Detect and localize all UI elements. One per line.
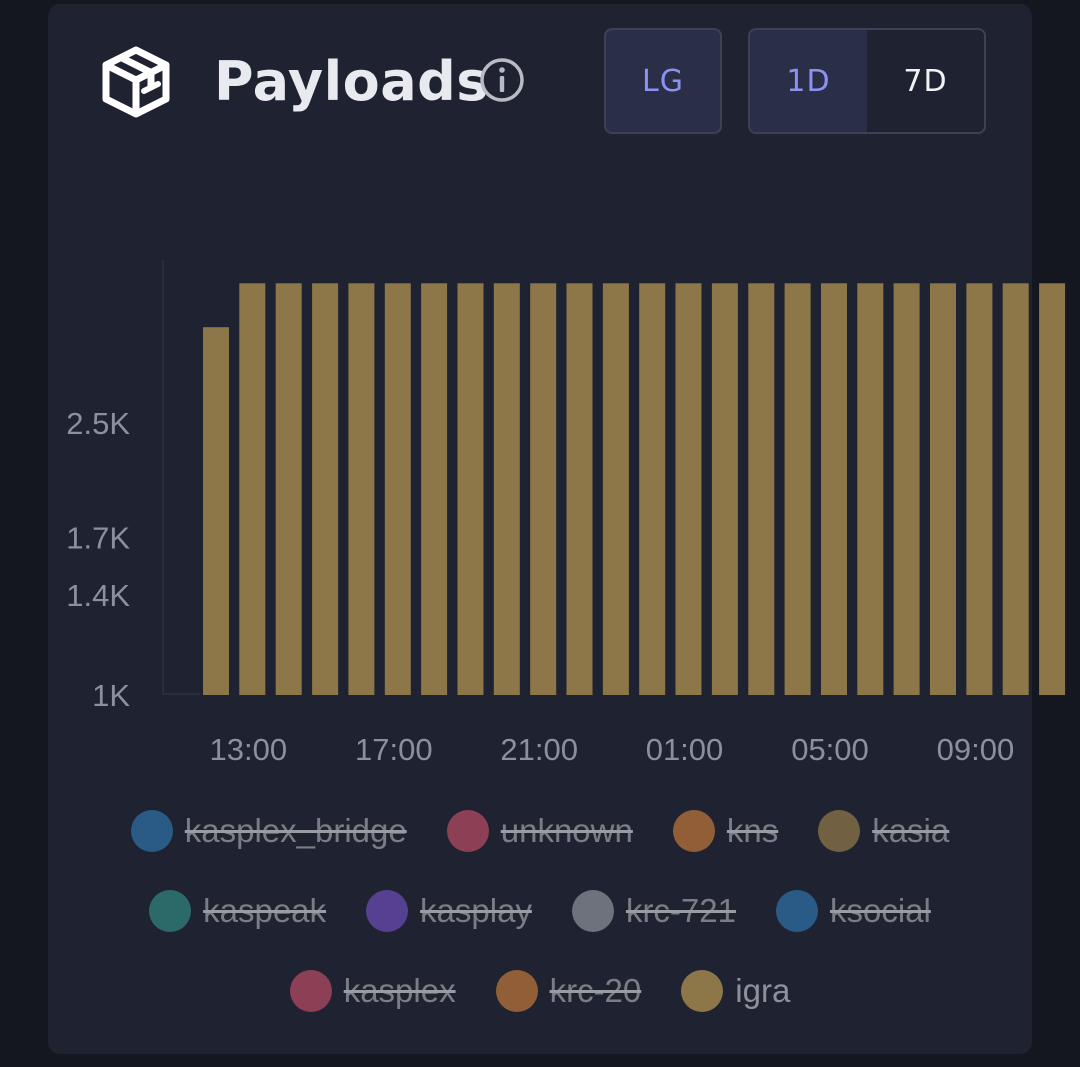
bar[interactable] — [784, 283, 811, 695]
chart-legend: kasplex_bridge unknown kns kasia kaspeak kasp… — [48, 806, 1032, 1016]
bar[interactable] — [639, 283, 666, 695]
x-tick-label: 09:00 — [937, 732, 1015, 767]
legend-swatch — [571, 890, 614, 932]
bar[interactable] — [930, 283, 956, 695]
legend-item-kasia[interactable]: kasia — [818, 806, 949, 856]
range-7d-button[interactable]: 7D — [867, 30, 984, 132]
legend-label: kasplex_bridge — [184, 812, 407, 849]
legend-swatch — [775, 890, 818, 932]
legend-item-krc-20[interactable]: krc-20 — [495, 966, 642, 1016]
lg-button[interactable]: LG — [604, 28, 722, 134]
bar[interactable] — [748, 283, 775, 695]
bar-series-igra — [203, 283, 1066, 695]
info-icon[interactable] — [478, 56, 526, 104]
legend-swatch — [446, 810, 489, 852]
bar[interactable] — [675, 283, 702, 695]
legend-item-kasplay[interactable]: kasplay — [366, 886, 532, 936]
legend-swatch — [130, 810, 173, 852]
legend-label: ksocial — [829, 892, 931, 929]
bar[interactable] — [239, 283, 266, 695]
bar[interactable] — [530, 283, 557, 695]
bar[interactable] — [348, 283, 375, 695]
legend-swatch — [672, 810, 715, 852]
y-tick-label: 1K — [92, 678, 130, 713]
legend-swatch — [149, 890, 192, 932]
y-tick-label: 1.4K — [66, 578, 130, 613]
y-axis: 1K 1.4K 1.7K 2.5K — [66, 406, 130, 713]
bar[interactable] — [493, 283, 520, 695]
bar[interactable] — [384, 283, 411, 695]
legend-label: kns — [726, 812, 779, 849]
x-tick-label: 05:00 — [791, 732, 869, 767]
bar[interactable] — [421, 283, 448, 695]
legend-label: kasplay — [420, 892, 532, 929]
legend-item-kns[interactable]: kns — [672, 806, 779, 856]
card-title: Payloads — [214, 50, 489, 113]
legend-label: unknown — [500, 812, 633, 849]
x-tick-label: 01:00 — [646, 732, 724, 767]
bar[interactable] — [821, 283, 847, 695]
legend-swatch — [681, 970, 724, 1012]
legend-item-kasplex-bridge[interactable]: kasplex_bridge — [130, 806, 407, 856]
legend-swatch — [289, 970, 332, 1012]
bar[interactable] — [711, 283, 738, 695]
legend-label: kaspeak — [203, 892, 327, 929]
bar[interactable] — [457, 283, 484, 695]
legend-swatch — [818, 810, 861, 852]
x-tick-label: 17:00 — [355, 732, 433, 767]
legend-item-krc-721[interactable]: krc-721 — [571, 886, 736, 936]
legend-label: krc-20 — [549, 972, 642, 1009]
legend-label: krc-721 — [625, 892, 736, 929]
bar[interactable] — [602, 283, 629, 695]
legend-swatch — [366, 890, 409, 932]
legend-label: igra — [735, 972, 791, 1009]
range-toggle: 1D 7D — [748, 28, 986, 134]
bar[interactable] — [275, 283, 302, 695]
x-tick-label: 13:00 — [210, 732, 288, 767]
legend-label: kasia — [872, 812, 950, 849]
legend-item-ksocial[interactable]: ksocial — [775, 886, 931, 936]
bar[interactable] — [203, 327, 229, 695]
legend-swatch — [495, 970, 538, 1012]
legend-item-igra[interactable]: igra — [681, 966, 790, 1016]
x-axis: 13:00 17:00 21:00 01:00 05:00 09:00 — [210, 732, 1015, 767]
legend-label: kasplex — [343, 972, 456, 1009]
x-tick-label: 21:00 — [500, 732, 578, 767]
range-1d-button[interactable]: 1D — [750, 30, 867, 132]
bar[interactable] — [566, 283, 593, 695]
bar[interactable] — [966, 283, 993, 695]
y-tick-label: 1.7K — [66, 520, 130, 555]
legend-item-kasplex[interactable]: kasplex — [289, 966, 456, 1016]
package-icon — [102, 46, 170, 118]
bar[interactable] — [1002, 283, 1029, 695]
legend-item-kaspeak[interactable]: kaspeak — [149, 886, 326, 936]
bar[interactable] — [893, 283, 920, 695]
legend-item-unknown[interactable]: unknown — [446, 806, 633, 856]
bar[interactable] — [1039, 283, 1066, 695]
bar[interactable] — [857, 283, 884, 695]
y-tick-label: 2.5K — [66, 406, 130, 441]
bar[interactable] — [312, 283, 339, 695]
